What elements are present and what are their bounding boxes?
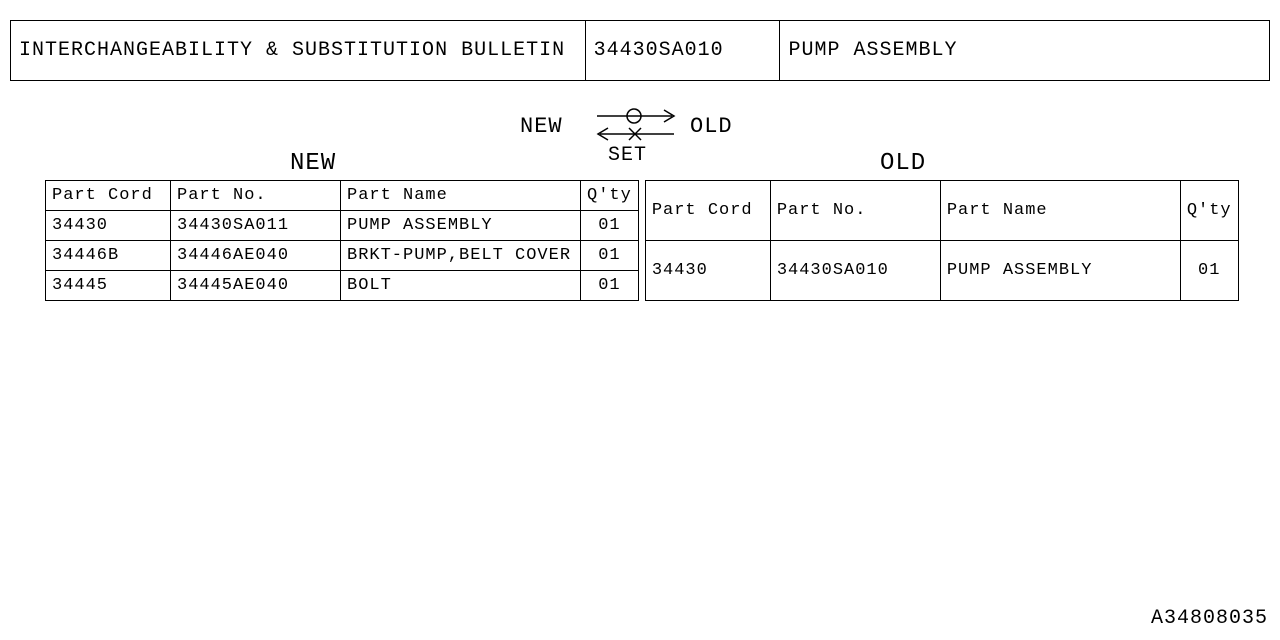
direction-arrows-icon (592, 106, 682, 146)
col-qty: Q'ty (581, 181, 639, 211)
col-part-no: Part No. (770, 181, 940, 241)
cell-qty: 01 (581, 241, 639, 271)
table-header-row: Part Cord Part No. Part Name Q'ty (46, 181, 639, 211)
cell-part-no: 34430SA010 (770, 241, 940, 301)
direction-new-label: NEW (520, 114, 563, 139)
bulletin-part-name: PUMP ASSEMBLY (780, 21, 1270, 81)
col-part-name: Part Name (940, 181, 1180, 241)
direction-set-label: SET (608, 144, 647, 167)
old-section-title: OLD (880, 150, 926, 177)
cell-part-no: 34446AE040 (171, 241, 341, 271)
new-parts-table: Part Cord Part No. Part Name Q'ty 34430 … (45, 180, 639, 301)
col-part-no: Part No. (171, 181, 341, 211)
cell-part-cord: 34446B (46, 241, 171, 271)
table-row: 34430 34430SA010 PUMP ASSEMBLY 01 (645, 241, 1238, 301)
cell-part-cord: 34430 (46, 211, 171, 241)
cell-qty: 01 (581, 271, 639, 301)
col-part-cord: Part Cord (46, 181, 171, 211)
table-row: 34446B 34446AE040 BRKT-PUMP,BELT COVER 0… (46, 241, 639, 271)
col-part-name: Part Name (341, 181, 581, 211)
bulletin-title: INTERCHANGEABILITY & SUBSTITUTION BULLET… (11, 21, 586, 81)
bulletin-part-no: 34430SA010 (585, 21, 780, 81)
cell-part-name: PUMP ASSEMBLY (940, 241, 1180, 301)
col-part-cord: Part Cord (645, 181, 770, 241)
direction-old-label: OLD (690, 114, 733, 139)
bulletin-header: INTERCHANGEABILITY & SUBSTITUTION BULLET… (10, 20, 1270, 81)
table-header-row: Part Cord Part No. Part Name Q'ty (645, 181, 1238, 241)
cell-part-no: 34430SA011 (171, 211, 341, 241)
cell-part-name: PUMP ASSEMBLY (341, 211, 581, 241)
drawing-number: A34808035 (1151, 607, 1268, 630)
cell-qty: 01 (581, 211, 639, 241)
table-row: 34430 34430SA011 PUMP ASSEMBLY 01 (46, 211, 639, 241)
table-row: 34445 34445AE040 BOLT 01 (46, 271, 639, 301)
cell-part-no: 34445AE040 (171, 271, 341, 301)
new-section-title: NEW (290, 150, 336, 177)
cell-part-cord: 34430 (645, 241, 770, 301)
cell-part-name: BRKT-PUMP,BELT COVER (341, 241, 581, 271)
col-qty: Q'ty (1180, 181, 1238, 241)
old-parts-table: Part Cord Part No. Part Name Q'ty 34430 … (645, 180, 1239, 301)
cell-part-name: BOLT (341, 271, 581, 301)
parts-tables: Part Cord Part No. Part Name Q'ty 34430 … (45, 180, 1239, 301)
cell-part-cord: 34445 (46, 271, 171, 301)
cell-qty: 01 (1180, 241, 1238, 301)
